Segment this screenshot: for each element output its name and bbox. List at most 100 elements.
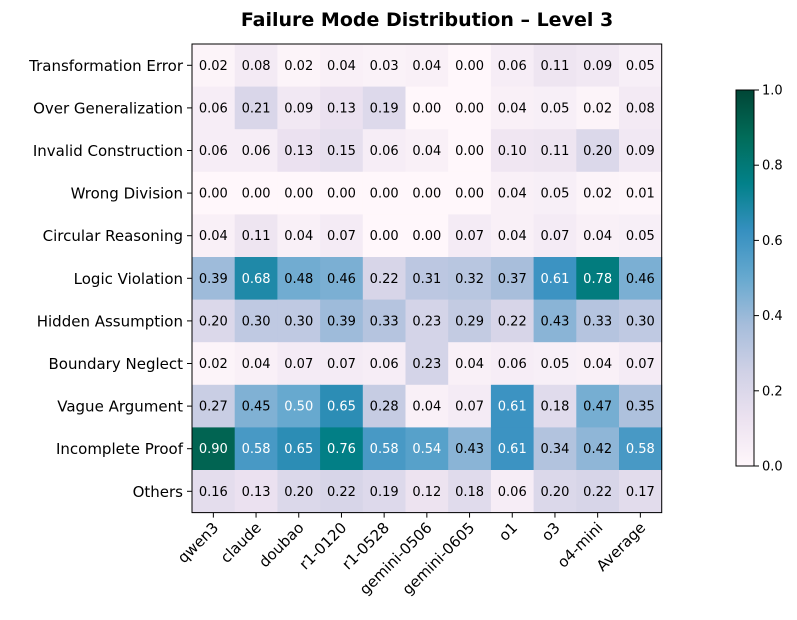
cell-value-label: 0.23 [412,357,441,372]
cell-value-label: 0.39 [199,272,228,287]
heatmap-cell-others-o4-mini [576,470,620,514]
heatmap-cell-boundary-neglect-o1 [490,342,535,386]
heatmap-cell-invalid-construction-qwen3 [192,129,236,173]
heatmap-cell-hidden-assumption-qwen3 [192,299,236,343]
heatmap-cell-others-qwen3 [192,470,236,514]
cell-value-label: 0.58 [626,442,655,457]
cell-value-label: 0.46 [327,272,356,287]
cell-value-label: 0.07 [284,357,313,372]
cell-value-label: 0.00 [455,144,484,159]
heatmap-cell-wrong-division-doubao [277,171,321,215]
y-tick-label-circular-reasoning: Circular Reasoning [43,227,183,245]
cell-value-label: 0.68 [242,272,271,287]
heatmap-cell-wrong-division-gemini-0506 [405,171,449,215]
cell-value-label: 0.02 [199,357,228,372]
heatmap-cell-transformation-error-average [619,44,663,88]
colorbar-tick-label: 0.6 [762,234,783,249]
heatmap-cell-transformation-error-gemini-0506 [405,44,449,88]
heatmap-cell-logic-violation-doubao [277,257,321,301]
heatmap-cell-vague-argument-claude [234,384,278,428]
heatmap-cell-incomplete-proof-average [619,427,663,471]
cell-value-label: 0.04 [412,59,441,74]
heatmap-cell-over-generalization-gemini-0506 [405,86,449,130]
cell-value-label: 0.00 [327,187,356,202]
heatmap-cell-incomplete-proof-doubao [277,427,321,471]
heatmap-cell-wrong-division-r1-0528 [362,171,407,215]
cell-value-label: 0.65 [327,400,356,415]
heatmap-cell-logic-violation-o1 [490,257,535,301]
cell-value-label: 0.00 [455,59,484,74]
heatmap-cell-over-generalization-average [619,86,663,130]
heatmap-cell-circular-reasoning-qwen3 [192,214,236,258]
heatmap-cell-invalid-construction-doubao [277,129,321,173]
heatmap-cell-logic-violation-claude [234,257,278,301]
heatmap-cell-others-claude [234,470,278,514]
heatmap-cell-transformation-error-gemini-0605 [448,44,492,88]
heatmap-cell-wrong-division-o3 [533,171,577,215]
heatmap-cells [192,44,663,514]
colorbar-gradient [736,90,754,466]
cell-value-label: 0.19 [370,485,399,500]
cell-value-label: 0.32 [455,272,484,287]
heatmap-cell-circular-reasoning-gemini-0605 [448,214,492,258]
cell-value-label: 0.04 [284,229,313,244]
cell-value-label: 0.00 [412,229,441,244]
cell-value-label: 0.04 [199,229,228,244]
heatmap-cell-transformation-error-doubao [277,44,321,88]
cell-value-label: 0.04 [327,59,356,74]
cell-value-label: 0.50 [284,400,313,415]
cell-value-label: 0.04 [583,357,612,372]
cell-value-label: 0.00 [412,187,441,202]
heatmap-cell-transformation-error-r1-0120 [320,44,364,88]
cell-value-label: 0.06 [498,59,527,74]
heatmap-cell-over-generalization-qwen3 [192,86,236,130]
heatmap-cell-invalid-construction-claude [234,129,278,173]
cell-value-label: 0.06 [199,101,228,116]
cell-value-label: 0.43 [540,314,569,329]
heatmap-cell-wrong-division-qwen3 [192,171,236,215]
colorbar-tick-label: 0.8 [762,159,783,174]
heatmap-cell-over-generalization-claude [234,86,278,130]
cell-value-label: 0.04 [242,357,271,372]
heatmap-cell-others-o3 [533,470,577,514]
cell-value-label: 0.02 [583,187,612,202]
y-axis: Transformation Error Over Generalization I… [28,57,192,501]
cell-value-label: 0.09 [626,144,655,159]
heatmap-cell-transformation-error-o1 [490,44,535,88]
chart-title: Failure Mode Distribution – Level 3 [241,9,613,31]
cell-value-label: 0.07 [455,400,484,415]
cell-value-label: 0.18 [455,485,484,500]
heatmap-cell-boundary-neglect-o4-mini [576,342,620,386]
heatmap-cell-circular-reasoning-claude [234,214,278,258]
cell-value-label: 0.01 [626,187,655,202]
cell-value-label: 0.22 [327,485,356,500]
cell-value-label: 0.06 [498,357,527,372]
cell-value-label: 0.90 [199,442,228,457]
cell-value-label: 0.78 [583,272,612,287]
heatmap-cell-over-generalization-r1-0120 [320,86,364,130]
heatmap-cell-boundary-neglect-qwen3 [192,342,236,386]
heatmap-cell-circular-reasoning-o4-mini [576,214,620,258]
cell-value-label: 0.11 [540,144,569,159]
cell-value-label: 0.04 [455,357,484,372]
heatmap-cell-logic-violation-r1-0528 [362,257,407,301]
cell-value-label: 0.00 [455,101,484,116]
heatmap-cell-vague-argument-average [619,384,663,428]
heatmap-cell-vague-argument-gemini-0605 [448,384,492,428]
heatmap-cell-circular-reasoning-o1 [490,214,535,258]
heatmap-cell-transformation-error-r1-0528 [362,44,407,88]
heatmap-cell-incomplete-proof-gemini-0506 [405,427,449,471]
heatmap-cell-logic-violation-average [619,257,663,301]
heatmap-cell-over-generalization-r1-0528 [362,86,407,130]
cell-value-label: 0.20 [540,485,569,500]
heatmap-cell-hidden-assumption-o1 [490,299,535,343]
cell-value-label: 0.00 [412,101,441,116]
cell-value-label: 0.54 [412,442,441,457]
cell-value-label: 0.07 [327,229,356,244]
heatmap-cell-vague-argument-o1 [490,384,535,428]
heatmap-cell-invalid-construction-o1 [490,129,535,173]
y-tick-label-others: Others [133,483,184,501]
heatmap-cell-boundary-neglect-r1-0120 [320,342,364,386]
heatmap-cell-transformation-error-o4-mini [576,44,620,88]
